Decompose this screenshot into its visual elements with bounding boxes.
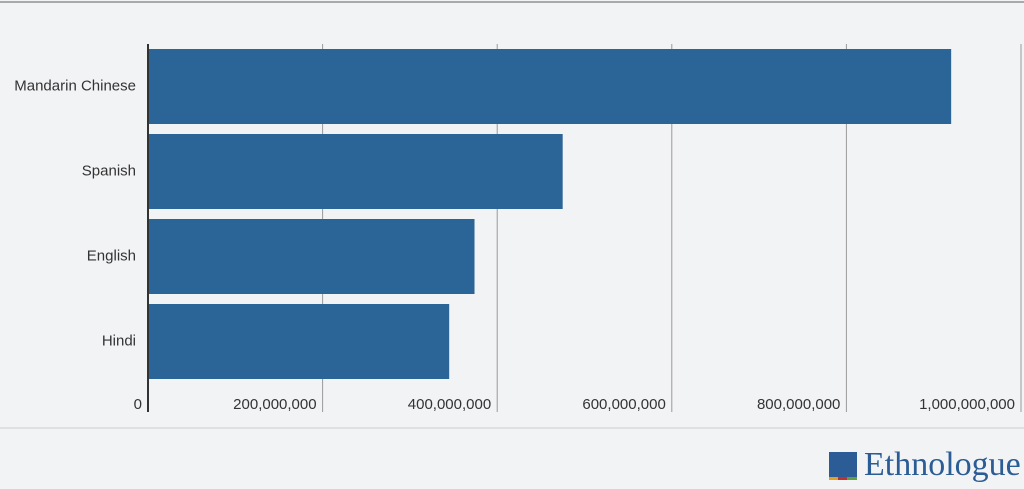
bar xyxy=(148,49,952,124)
y-tick-label: Spanish xyxy=(82,162,136,179)
bar xyxy=(148,219,475,294)
x-tick-label: 600,000,000 xyxy=(582,396,665,413)
logo-text: Ethnologue xyxy=(864,446,1021,483)
bar xyxy=(148,134,563,209)
x-tick-label: 200,000,000 xyxy=(233,396,316,413)
y-tick-label: English xyxy=(87,247,136,264)
logo-icon xyxy=(829,452,857,480)
bar xyxy=(148,304,450,379)
y-tick-label: Mandarin Chinese xyxy=(14,77,136,94)
x-tick-label: 400,000,000 xyxy=(408,396,491,413)
logo-accent xyxy=(847,477,857,480)
logo-accent xyxy=(838,477,847,480)
y-tick-label: Hindi xyxy=(102,332,136,349)
logo-accent xyxy=(829,477,838,480)
x-tick-label: 1,000,000,000 xyxy=(919,396,1015,413)
x-tick-label: 800,000,000 xyxy=(757,396,840,413)
x-tick-label: 0 xyxy=(134,396,142,413)
plot: 0 200,000,000 400,000,000 600,000,000 800,00… xyxy=(14,44,1022,413)
